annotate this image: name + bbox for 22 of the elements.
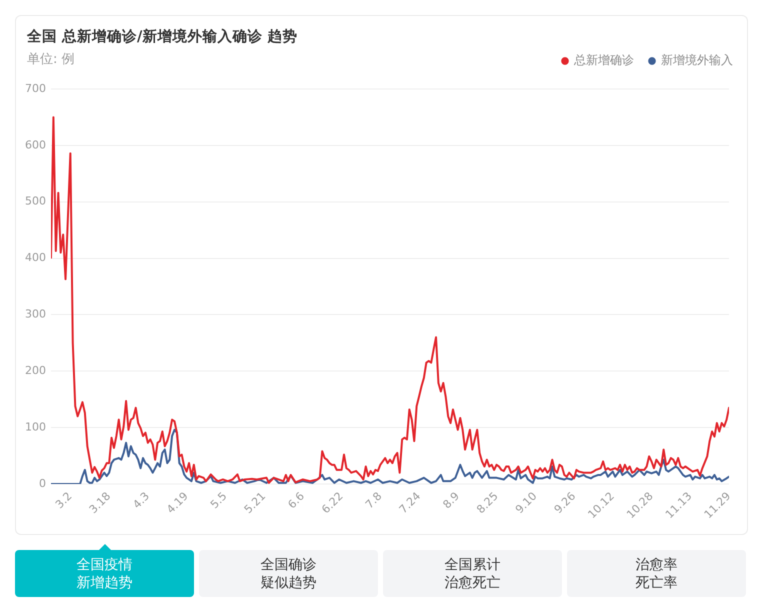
- y-tick-label: 700: [25, 82, 46, 95]
- x-tick-label: 8.9: [440, 490, 462, 512]
- tab-button: 治愈率死亡率: [567, 550, 746, 597]
- tab-button: 全国确诊疑似趋势: [199, 550, 378, 597]
- y-tick-label: 0: [39, 476, 46, 490]
- y-tick-label: 600: [25, 138, 46, 152]
- tab-button: 全国疫情新增趋势: [15, 550, 194, 597]
- y-tick-label: 300: [25, 308, 46, 321]
- y-tick-label: 400: [25, 251, 46, 264]
- x-tick-label: 7.8: [362, 490, 384, 512]
- x-tick-label: 3.2: [52, 490, 75, 512]
- y-tick-label: 100: [25, 420, 46, 434]
- x-tick-label: 4.3: [130, 490, 152, 512]
- y-tick-label: 200: [25, 364, 46, 377]
- chart-subtitle: 单位: 例: [27, 52, 75, 68]
- legend-label: 总新增确诊: [573, 53, 634, 68]
- x-tick-label: 6.6: [285, 490, 307, 512]
- legend-label: 新增境外输入: [661, 53, 733, 68]
- tab-button: 全国累计治愈死亡: [383, 550, 562, 597]
- chart-title: 全国 总新增确诊/新增境外输入确诊 趋势: [27, 28, 298, 46]
- y-tick-label: 500: [25, 194, 46, 208]
- x-tick-label: 5.5: [208, 490, 230, 512]
